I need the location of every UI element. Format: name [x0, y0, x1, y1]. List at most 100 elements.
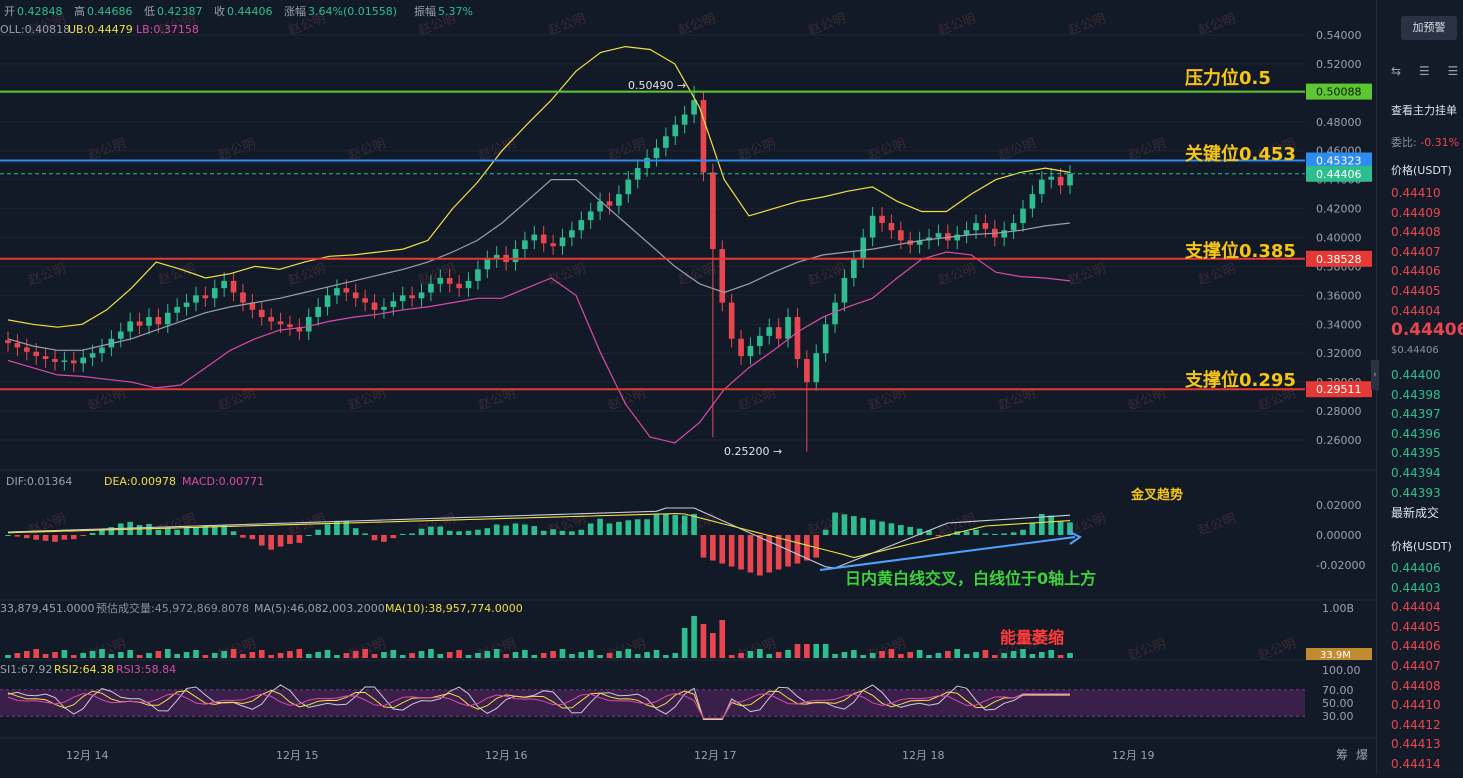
volume-bar — [672, 653, 679, 658]
add-alert-button[interactable]: 加预警 — [1401, 16, 1457, 40]
boll-mid-line — [7, 179, 1071, 351]
bid-price[interactable]: 0.44394 — [1391, 466, 1441, 480]
macd-bar — [785, 535, 791, 567]
candle-body — [287, 324, 293, 328]
collapse-panel-icon[interactable]: › — [1371, 360, 1379, 390]
macd-bar — [136, 525, 143, 535]
ask-price[interactable]: 0.44404 — [1391, 303, 1441, 318]
macd-bar — [183, 526, 190, 535]
macd-bar — [860, 517, 867, 535]
candle-body — [916, 240, 923, 245]
level-tag-bg — [1306, 381, 1372, 398]
macd-bar — [33, 535, 40, 540]
candle-body — [540, 234, 547, 244]
candle-body — [305, 317, 312, 332]
header-value: 0.42848 — [17, 5, 63, 18]
candle-body — [813, 353, 820, 383]
macd-bar — [352, 528, 359, 535]
price-tick-label: 0.26000 — [1316, 434, 1362, 447]
bid-price[interactable]: 0.44395 — [1391, 446, 1441, 461]
resistance-annotation: 压力位0.5 — [1185, 67, 1271, 89]
candle-body — [954, 234, 961, 241]
trade-price: 0.44410 — [1391, 698, 1441, 713]
chart-svg[interactable]: 赵公明 赵公明 赵公明 赵公明 赵公明 赵公明 赵公明 赵公明 赵公明 赵公明赵公明 赵公明 赵公明赵… — [0, 0, 1376, 774]
bid-price[interactable]: 0.44396 — [1391, 426, 1441, 441]
volume-bar — [663, 655, 669, 658]
volume-bar — [174, 654, 180, 658]
macd-bar — [907, 526, 914, 535]
orderbook-title[interactable]: 查看主力挂单 — [1391, 104, 1457, 117]
candle-body — [926, 237, 932, 241]
watermark-text: 赵公明 — [736, 386, 778, 413]
ratio-label: 委比: — [1391, 136, 1417, 149]
ask-price[interactable]: 0.44408 — [1391, 225, 1441, 240]
volume-bar — [221, 651, 227, 658]
candle-body — [240, 292, 246, 303]
candle-body — [794, 317, 801, 359]
volume-tag-bg — [1306, 648, 1372, 660]
trade-price: 0.44412 — [1391, 717, 1441, 732]
bid-price[interactable]: 0.44398 — [1391, 387, 1441, 402]
volume-bar — [597, 655, 603, 658]
macd-bar — [155, 529, 162, 535]
sell-view-icon[interactable]: ☰ — [1447, 64, 1459, 78]
liquidation-button[interactable]: 爆 — [1356, 748, 1368, 762]
macd-bar — [559, 530, 566, 535]
trades-title[interactable]: 最新成交 — [1391, 506, 1440, 520]
buy-view-icon[interactable]: ☰ — [1418, 64, 1430, 78]
rsi1-value: SI1:67.92 — [0, 663, 52, 676]
macd-bar — [926, 530, 932, 535]
orderbook-view-icon[interactable]: ⇆ — [1391, 64, 1402, 78]
ask-price[interactable]: 0.44405 — [1391, 284, 1441, 298]
ask-price[interactable]: 0.44406 — [1391, 264, 1441, 279]
ask-price[interactable]: 0.44410 — [1391, 186, 1441, 200]
level-tag-bg — [1306, 152, 1372, 169]
trade-price: 0.44406 — [1391, 639, 1441, 654]
volume-bar — [324, 650, 331, 658]
candle-body — [446, 278, 453, 284]
candle-body — [33, 351, 40, 357]
volume-bar — [136, 655, 143, 658]
bid-price[interactable]: 0.44397 — [1391, 407, 1441, 422]
volume-bar — [869, 653, 876, 658]
header-value: 0.44686 — [87, 5, 133, 18]
macd-bar — [522, 524, 528, 535]
date-tick-label: 12月 19 — [1112, 749, 1155, 762]
candle-body — [879, 215, 885, 224]
macd-bar — [305, 535, 312, 536]
chart-area[interactable]: 赵公明 赵公明 赵公明 赵公明 赵公明 赵公明 赵公明 赵公明 赵公明 赵公明 赵公明 赵公明 赵公明赵… — [0, 0, 1376, 774]
macd-bar — [644, 519, 650, 535]
watermark-text: 赵公明 — [676, 261, 718, 288]
watermark-text: 赵公明 — [996, 386, 1038, 413]
volume-tick-label: 1.00B — [1322, 602, 1354, 615]
bid-price[interactable]: 0.44393 — [1391, 485, 1441, 500]
candle-body — [1048, 176, 1055, 180]
volume-bar — [747, 651, 754, 658]
header-label: 振幅 — [414, 4, 436, 18]
boll-lb-value: LB:0.37158 — [136, 23, 199, 36]
macd-bar — [399, 533, 406, 535]
chip-distribution-button[interactable]: 筹 — [1336, 748, 1348, 762]
watermark-text: 赵公明 — [546, 261, 588, 288]
volume-bar — [155, 651, 162, 658]
ask-price[interactable]: 0.44407 — [1391, 244, 1441, 259]
macd-bar — [42, 535, 49, 541]
candle-body — [343, 288, 350, 293]
volume-bar — [193, 650, 199, 658]
trade-price: 0.44414 — [1391, 757, 1441, 771]
candle-body — [587, 211, 594, 221]
ask-price[interactable]: 0.44409 — [1391, 205, 1441, 220]
macd-bar — [1001, 533, 1008, 535]
candle-body — [484, 259, 491, 270]
volume-bar — [352, 651, 359, 658]
volume-bar — [99, 649, 105, 658]
candle-body — [653, 147, 660, 158]
candle-body — [164, 312, 171, 325]
candle-body — [42, 356, 49, 359]
macd-bar — [174, 529, 180, 535]
key-level-annotation: 关键位0.453 — [1185, 143, 1296, 165]
bid-price[interactable]: 0.44400 — [1391, 368, 1441, 382]
panel-icons[interactable]: ⇆ ☰ ☰ — [1391, 64, 1458, 78]
candle-body — [5, 340, 11, 344]
candle-body — [493, 254, 500, 260]
